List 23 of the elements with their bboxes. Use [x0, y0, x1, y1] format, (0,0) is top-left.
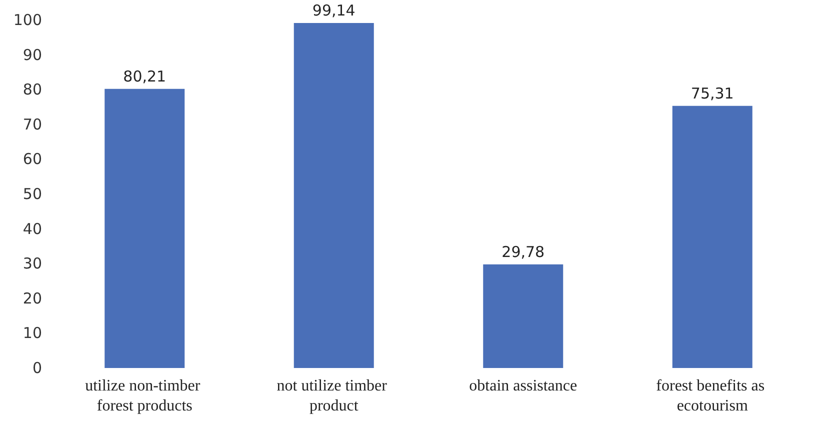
x-tick-label: utilize non-timber forest products — [85, 378, 204, 414]
x-tick-label: not utilize timber product — [276, 378, 391, 414]
y-tick-label: 20 — [22, 289, 42, 308]
y-tick-label: 80 — [22, 80, 42, 99]
bar — [294, 22, 374, 368]
y-tick-label: 40 — [22, 220, 42, 238]
y-tick-label: 50 — [22, 185, 42, 203]
data-label: 80,21 — [123, 67, 166, 86]
y-tick-label: 100 — [13, 11, 42, 29]
bar — [672, 106, 752, 368]
data-label: 99,14 — [312, 1, 356, 20]
data-label: 29,78 — [502, 242, 545, 261]
bar — [483, 264, 564, 368]
y-tick-label: 30 — [22, 254, 42, 273]
bar — [104, 88, 185, 368]
y-tick-label: 60 — [22, 150, 42, 168]
y-tick-label: 90 — [22, 46, 42, 64]
y-tick-label: 70 — [22, 115, 42, 134]
data-label: 75,31 — [690, 84, 734, 102]
x-tick-label: forest benefits as ecotourism — [656, 378, 769, 414]
y-tick-label: 10 — [22, 324, 42, 342]
x-tick-label: obtain assistance — [469, 378, 578, 394]
y-tick-label: 0 — [32, 359, 42, 377]
